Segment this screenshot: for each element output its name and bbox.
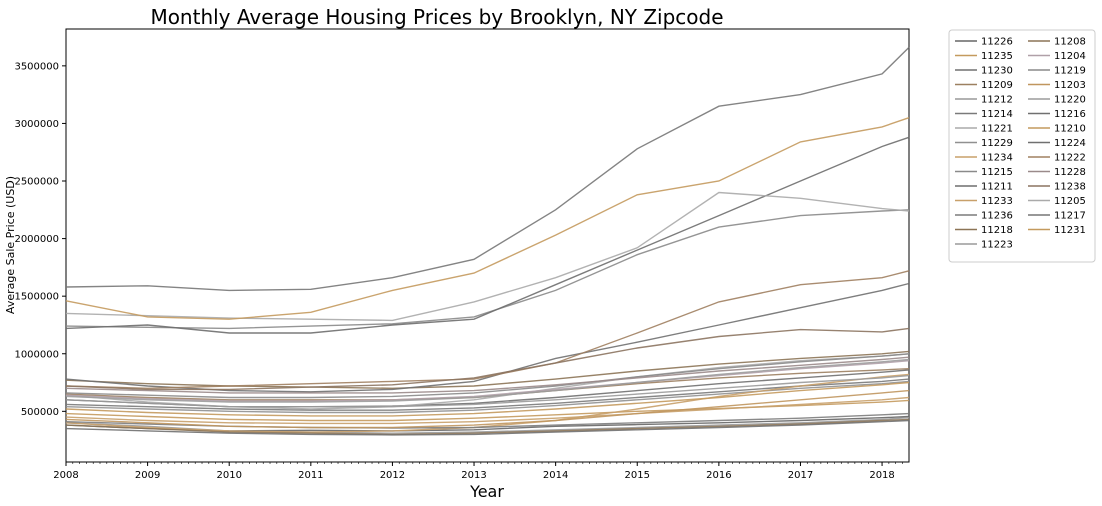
legend-label-11233: 11233 — [981, 196, 1013, 207]
series-line-11218 — [65, 350, 910, 390]
legend-label-11209: 11209 — [981, 80, 1013, 91]
series-layer — [65, 46, 910, 436]
y-tick-label: 500000 — [21, 407, 59, 418]
y-tick-label: 1000000 — [14, 349, 59, 360]
y-tick-label: 3500000 — [14, 61, 59, 72]
legend-label-11224: 11224 — [1054, 138, 1086, 149]
series-line-11234 — [65, 396, 910, 425]
legend-label-11210: 11210 — [1054, 124, 1086, 135]
legend-label-11231: 11231 — [1054, 225, 1086, 236]
legend-label-11220: 11220 — [1054, 95, 1086, 106]
legend-label-11215: 11215 — [981, 167, 1013, 178]
legend-label-11211: 11211 — [981, 182, 1013, 193]
series-line-11210 — [65, 381, 910, 417]
x-tick-label: 2008 — [53, 470, 78, 481]
legend-label-11208: 11208 — [1054, 37, 1086, 48]
x-tick-label: 2016 — [706, 470, 731, 481]
series-line-11205 — [65, 191, 910, 322]
series-line-11215 — [65, 209, 910, 330]
x-tick-label: 2015 — [625, 470, 650, 481]
legend-label-11230: 11230 — [981, 66, 1013, 77]
series-line-11211 — [65, 136, 910, 334]
legend-label-11235: 11235 — [981, 51, 1013, 62]
plot-area: 2008 2009 2010 2011 2012 2013 2014 2015 2016 2017… — [14, 28, 910, 481]
series-line-11235 — [65, 399, 910, 422]
x-tick-label: 2013 — [461, 470, 486, 481]
legend-label-11223: 11223 — [981, 240, 1013, 251]
series-line-11229 — [65, 380, 910, 414]
legend-label-11234: 11234 — [981, 153, 1013, 164]
chart-title: Monthly Average Housing Prices by Brookl… — [150, 5, 723, 29]
x-tick-label: 2010 — [216, 470, 241, 481]
legend-label-11218: 11218 — [981, 225, 1013, 236]
legend: 11226 11235 11230 11209 11212 11214 11221 11229… — [948, 29, 1096, 263]
x-tick-label: 2011 — [298, 470, 323, 481]
series-line-11203 — [65, 389, 910, 429]
legend-frame — [948, 29, 1096, 263]
legend-label-11229: 11229 — [981, 138, 1013, 149]
series-line-11220 — [65, 358, 910, 403]
legend-label-11221: 11221 — [981, 124, 1013, 135]
legend-label-11236: 11236 — [981, 211, 1013, 222]
series-line-11224 — [65, 419, 910, 436]
x-axis: 2008 2009 2010 2011 2012 2013 2014 2015 2016 2017… — [53, 462, 903, 481]
y-axis: 500000 1000000 1500000 2000000 2500000 300000… — [14, 61, 66, 418]
series-line-11219 — [65, 353, 910, 399]
legend-label-11226: 11226 — [981, 37, 1013, 48]
series-line-11233 — [65, 373, 910, 433]
x-tick-label: 2018 — [869, 470, 894, 481]
series-line-11228 — [65, 356, 910, 394]
x-tick-label: 2009 — [135, 470, 160, 481]
y-tick-label: 2000000 — [14, 234, 59, 245]
series-line-11217 — [65, 46, 910, 292]
y-tick-label: 2500000 — [14, 177, 59, 188]
series-line-11231 — [65, 117, 910, 320]
y-tick-label: 1500000 — [14, 292, 59, 303]
legend-label-11216: 11216 — [1054, 109, 1086, 120]
series-line-11204 — [65, 360, 910, 402]
y-tick-label: 3000000 — [14, 119, 59, 130]
legend-label-11222: 11222 — [1054, 153, 1086, 164]
legend-label-11205: 11205 — [1054, 196, 1086, 207]
series-line-11208 — [65, 418, 910, 436]
legend-label-11212: 11212 — [981, 95, 1013, 106]
x-axis-title: Year — [469, 482, 504, 501]
legend-label-11238: 11238 — [1054, 182, 1086, 193]
y-axis-title: Average Sale Price (USD) — [4, 176, 17, 314]
series-line-11223 — [65, 374, 910, 408]
x-tick-label: 2012 — [380, 470, 405, 481]
legend-label-11204: 11204 — [1054, 51, 1086, 62]
legend-label-11219: 11219 — [1054, 66, 1086, 77]
legend-label-11203: 11203 — [1054, 80, 1086, 91]
series-line-11238 — [65, 327, 910, 391]
x-tick-label: 2014 — [543, 470, 568, 481]
legend-label-11217: 11217 — [1054, 211, 1086, 222]
x-tick-label: 2017 — [788, 470, 813, 481]
series-line-11214 — [65, 378, 910, 411]
legend-label-11214: 11214 — [981, 109, 1013, 120]
legend-label-11228: 11228 — [1054, 167, 1086, 178]
